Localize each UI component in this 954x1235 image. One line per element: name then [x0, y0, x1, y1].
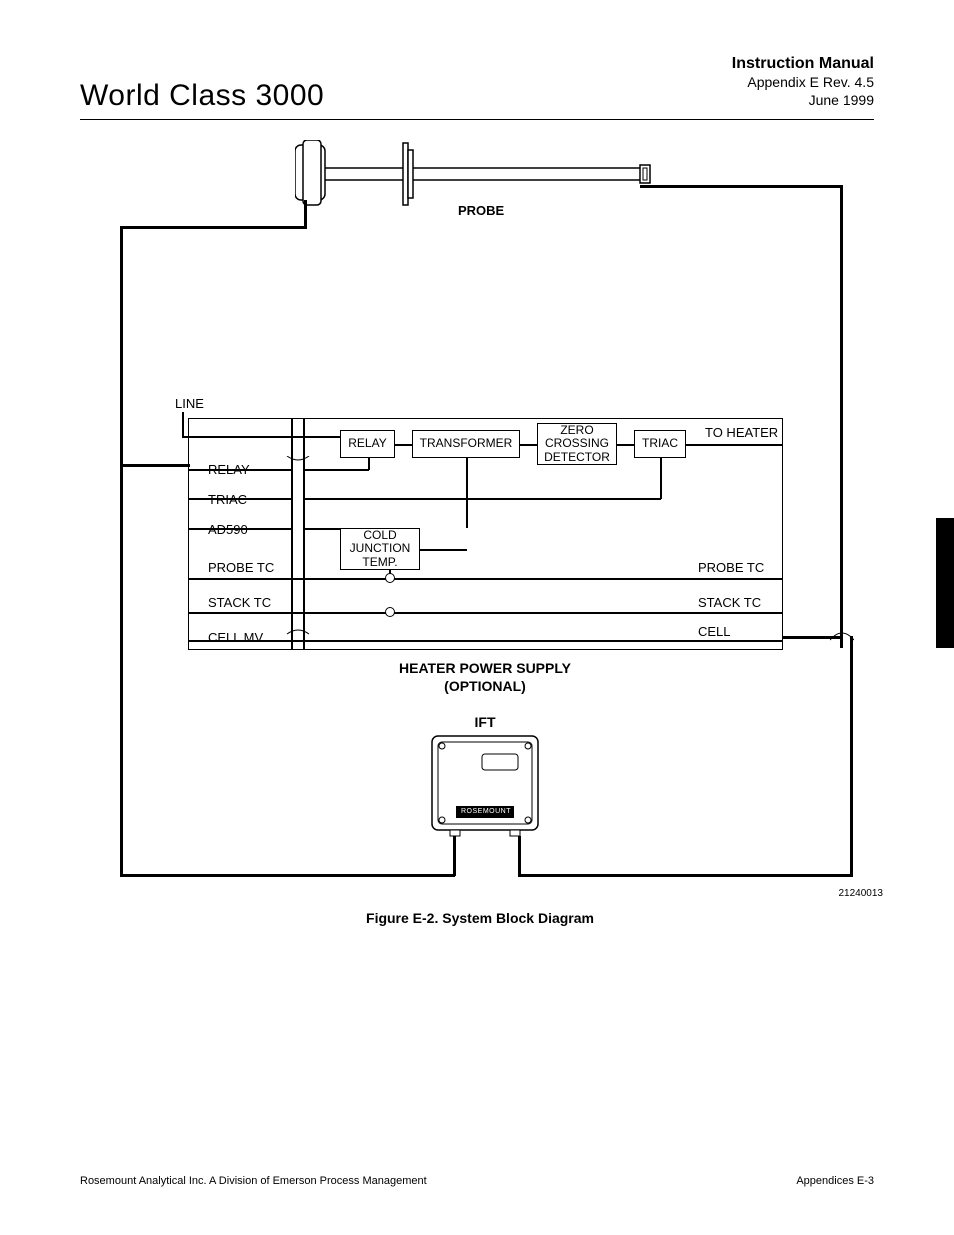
footer-left: Rosemount Analytical Inc. A Division of … [80, 1175, 427, 1187]
junction-node-icon [385, 573, 395, 583]
connector-line [120, 464, 123, 876]
footer-right: Appendices E-3 [796, 1175, 874, 1187]
header-right-block: Instruction Manual Appendix E Rev. 4.5 J… [732, 54, 874, 109]
cold-junction-block: COLD JUNCTION TEMP. [340, 528, 420, 570]
document-title: World Class 3000 [80, 79, 324, 113]
right-probe-tc-label: PROBE TC [698, 560, 764, 575]
page: World Class 3000 Instruction Manual Appe… [0, 0, 954, 1235]
relay-block-label: RELAY [348, 437, 386, 450]
connector-line [518, 874, 853, 877]
system-block-diagram: PROBE LINE RELAY TRANSFORMER ZERO CROSSI… [80, 140, 889, 970]
left-probe-tc-label: PROBE TC [208, 560, 274, 575]
connector-line [660, 469, 662, 499]
probe-icon [295, 140, 655, 210]
connector-line [783, 636, 843, 639]
connector-line [520, 444, 537, 446]
transformer-block: TRANSFORMER [412, 430, 520, 458]
page-header: World Class 3000 Instruction Manual Appe… [80, 60, 874, 120]
connector-line [466, 458, 468, 528]
revision-date: June 1999 [732, 92, 874, 110]
appendix-rev: Appendix E Rev. 4.5 [732, 74, 874, 92]
triac-block-label: TRIAC [642, 437, 678, 450]
ift-label: IFT [475, 714, 496, 730]
connector-line [120, 226, 307, 229]
connector-line [180, 464, 190, 467]
heater-supply-optional: (OPTIONAL) [444, 678, 526, 694]
relay-block: RELAY [340, 430, 395, 458]
junction-node-icon [385, 607, 395, 617]
page-edge-tab [936, 518, 954, 648]
connector-line [395, 444, 412, 446]
cold-junction-label: COLD JUNCTION TEMP. [350, 529, 411, 569]
connector-line [389, 570, 391, 574]
right-stack-tc-label: STACK TC [698, 595, 761, 610]
connector-line [420, 549, 467, 551]
zero-crossing-label: ZERO CROSSING DETECTOR [544, 424, 610, 464]
connector-line [188, 469, 291, 471]
connector-line [303, 498, 661, 500]
triac-block: TRIAC [634, 430, 686, 458]
connector-line [120, 874, 455, 877]
ift-device-icon [428, 732, 542, 840]
connector-line [120, 464, 180, 467]
connector-line [640, 185, 843, 188]
connector-line [518, 836, 521, 876]
connector-line [182, 412, 184, 437]
connector-line [188, 528, 291, 530]
connector-line [188, 498, 291, 500]
connector-line [304, 200, 307, 228]
line-label: LINE [175, 396, 204, 411]
to-heater-label: TO HEATER [705, 425, 778, 440]
probe-tc-line [188, 578, 783, 580]
manual-label: Instruction Manual [732, 54, 874, 74]
transformer-block-label: TRANSFORMER [420, 437, 513, 450]
probe-label: PROBE [458, 203, 504, 218]
connector-line [453, 836, 456, 876]
heater-supply-label: HEATER POWER SUPPLY [399, 660, 571, 676]
right-cell-label: CELL [698, 624, 731, 639]
left-ad590-label: AD590 [208, 522, 248, 537]
ift-brand-label: ROSEMOUNT [461, 808, 511, 815]
connector-line [850, 636, 853, 876]
connector-line [303, 469, 369, 471]
connector-line [686, 444, 783, 446]
cell-line [188, 640, 783, 642]
drawing-number: 21240013 [839, 888, 884, 899]
connector-line [617, 444, 634, 446]
stack-tc-line [188, 612, 783, 614]
connector-line [182, 436, 342, 438]
zero-crossing-block: ZERO CROSSING DETECTOR [537, 423, 617, 465]
connector-line [840, 312, 843, 648]
left-stack-tc-label: STACK TC [208, 595, 271, 610]
page-footer: Rosemount Analytical Inc. A Division of … [80, 1175, 874, 1187]
left-triac-label: TRIAC [208, 492, 247, 507]
figure-caption: Figure E-2. System Block Diagram [366, 910, 594, 926]
connector-line [840, 185, 843, 315]
left-cell-mv-label: CELL MV [208, 630, 263, 645]
bundle-curl-icon [284, 456, 312, 636]
connector-line [120, 226, 123, 466]
